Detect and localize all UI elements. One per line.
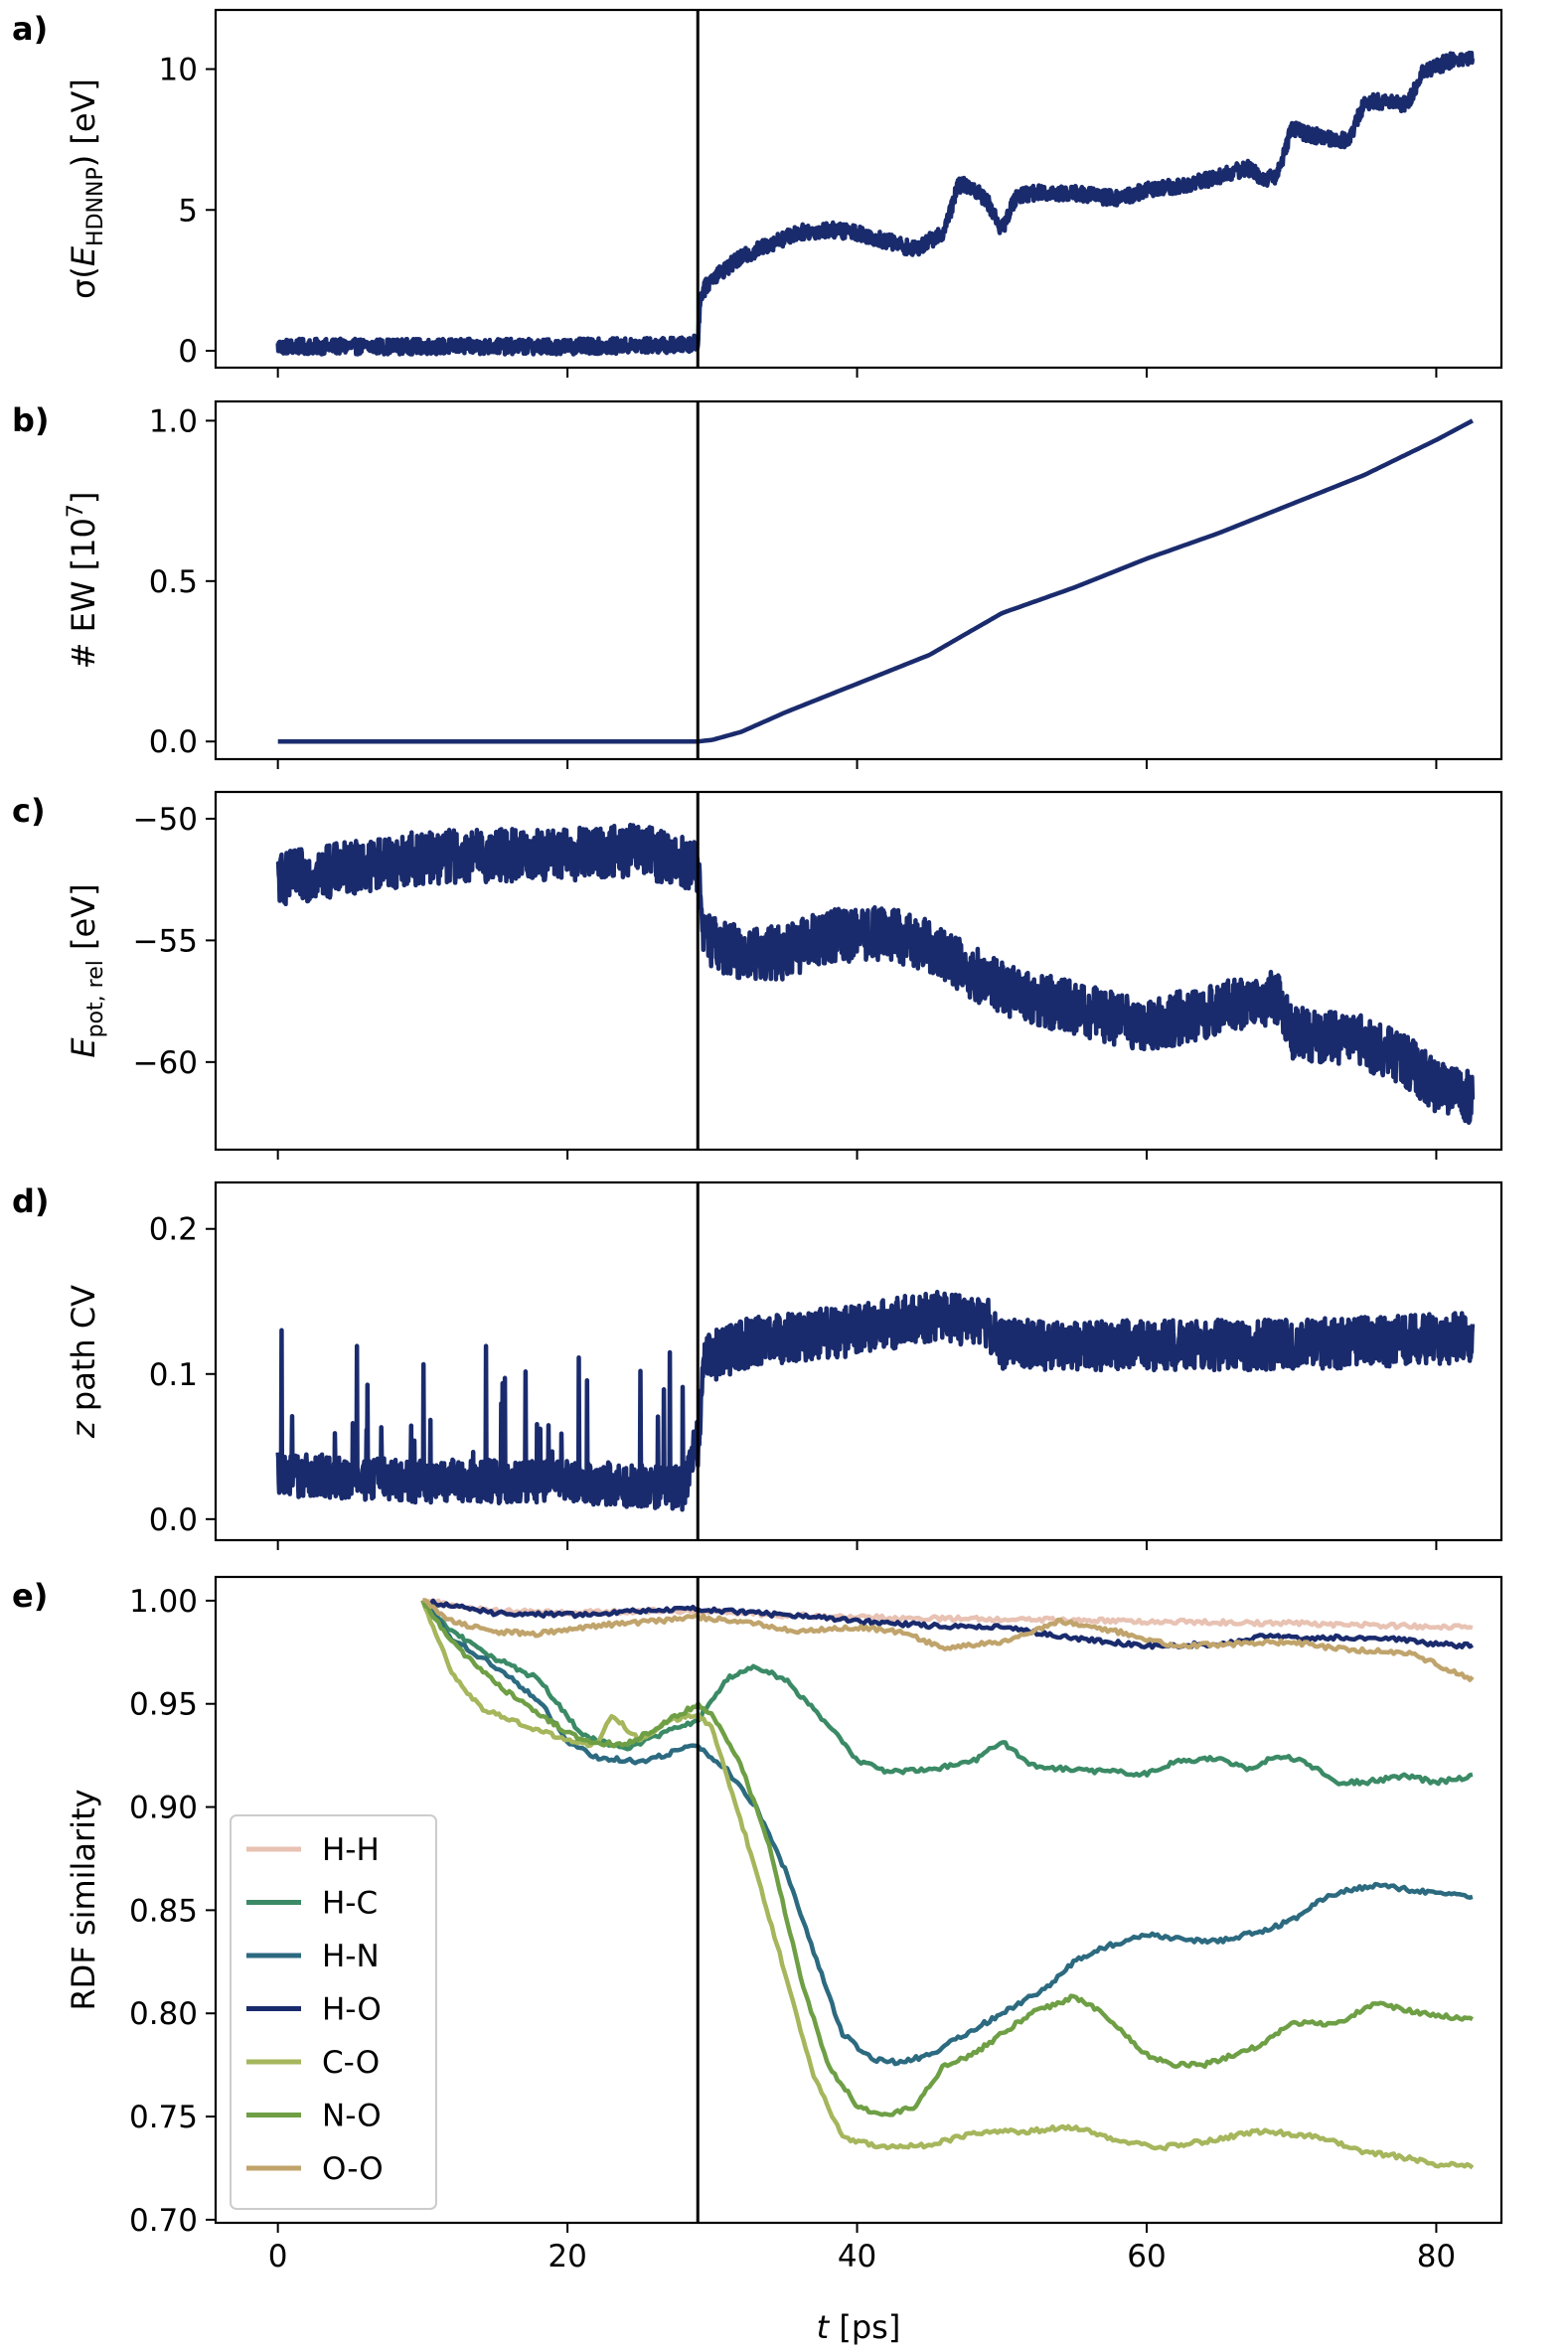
panel-label: c) [12,792,46,830]
y-tick-label: 1.00 [129,1584,198,1620]
legend-label: H-N [322,1939,380,1974]
panel-e: 0.70 0.75 0.80 0.85 0.90 0.95 1.00 0 20 40 60 80 e) R… [12,1575,1503,2274]
panel-label: e) [12,1577,48,1615]
series-line-h-h [420,1598,1474,1632]
legend-box [230,1814,437,2210]
x-tick-label: 40 [838,2239,876,2274]
y-tick-label: −55 [133,923,198,959]
axes-frame [214,790,1503,1152]
series-line-c [275,823,1476,1126]
series-line-a [275,50,1476,357]
y-tick-label: 0.70 [129,2203,198,2239]
axes-frame [214,399,1503,761]
y-axis-label: # EW [107] [64,492,102,670]
y-tick-label: 1.0 [149,403,198,439]
legend-label: H-H [322,1832,380,1868]
panel-label: a) [12,10,48,48]
y-axis-label: RDF similarity [65,1789,102,2010]
series-line-n-o [420,1599,1474,2117]
series-line-b [277,418,1474,744]
y-tick-label: 0.0 [149,1502,198,1538]
series-line-h-o [421,1598,1475,1650]
y-tick-label: 0.1 [149,1357,198,1393]
series-line-o-o [422,1598,1475,1682]
panel-a: 0 5 10 a) σ(EHDNNP) [eV] [12,8,1503,378]
y-tick-label: 0.5 [149,564,198,600]
x-tick-label: 20 [548,2239,586,2274]
panel-label: b) [12,401,50,439]
plot-area [420,1598,1475,2170]
plot-area [275,1289,1476,1512]
y-tick-label: 0.0 [149,724,198,760]
x-tick-label: 60 [1127,2239,1166,2274]
legend-label: H-C [322,1886,378,1922]
y-tick-label: 0.2 [149,1212,198,1248]
legend: H-H H-C H-N H-O C-O N-O O-O [230,1814,437,2210]
panel-b: 0.0 0.5 1.0 b) # EW [107] [12,399,1503,769]
y-tick-label: −60 [133,1045,198,1081]
plot-area [275,823,1476,1126]
y-tick-label: 10 [159,53,198,88]
x-axis-label: t [ps] [817,2308,901,2346]
y-tick-label: 5 [178,193,198,229]
axes-frame [214,1180,1503,1542]
plot-area [277,418,1474,744]
y-tick-label: 0.85 [129,1893,198,1929]
axes-frame [214,1575,1503,2225]
panel-c: −50 −55 −60 c) Epot, rel [eV] [12,790,1503,1160]
x-tick-label: 80 [1417,2239,1456,2274]
y-tick-label: 0.80 [129,1996,198,2032]
y-tick-label: 0 [178,334,198,370]
y-tick-label: 0.90 [129,1791,198,1826]
axes-frame [214,8,1503,370]
y-tick-label: 0.95 [129,1687,198,1723]
y-axis-label: σ(EHDNNP) [eV] [65,78,108,299]
series-line-h-n [420,1599,1474,2067]
plot-area [275,50,1476,357]
legend-label: O-O [322,2151,384,2187]
legend-label: C-O [322,2045,380,2081]
series-line-d [275,1289,1476,1512]
y-axis-label: z path CV [65,1285,102,1439]
y-axis-label: Epot, rel [eV] [65,883,108,1057]
legend-label: H-O [322,1992,382,2028]
x-tick-label: 0 [268,2239,288,2274]
y-tick-label: 0.75 [129,2100,198,2135]
panel-d: 0.0 0.1 0.2 d) z path CV [12,1180,1503,1550]
panel-label: d) [12,1182,50,1220]
y-tick-label: −50 [133,802,198,838]
series-line-c-o [420,1599,1475,2170]
legend-label: N-O [322,2099,382,2134]
